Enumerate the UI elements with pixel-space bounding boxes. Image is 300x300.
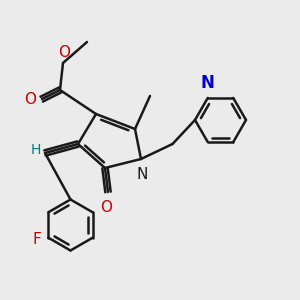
Text: O: O [58,45,70,60]
Text: N: N [201,74,215,92]
Text: H: H [30,143,40,157]
Text: O: O [24,92,36,106]
Text: N: N [137,167,148,182]
Text: F: F [32,232,41,247]
Text: O: O [100,200,112,214]
